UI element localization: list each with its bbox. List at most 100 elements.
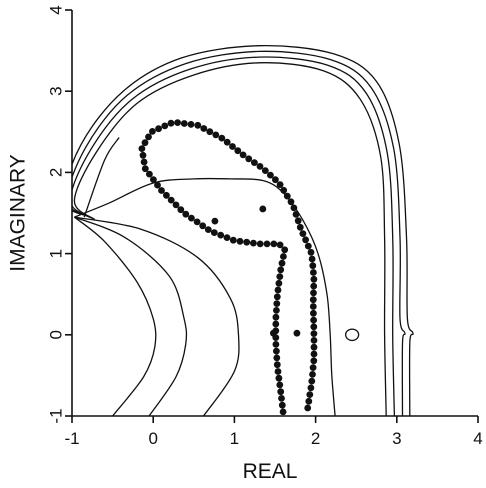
locus-point	[150, 176, 157, 184]
locus-point	[256, 163, 264, 170]
locus-point	[174, 119, 182, 126]
locus-point	[273, 293, 281, 301]
locus-point	[279, 408, 287, 416]
locus-point	[245, 155, 253, 163]
isolated-point	[211, 217, 219, 225]
locus-point	[167, 196, 175, 204]
isolated-point	[293, 329, 301, 337]
locus-point	[304, 404, 312, 412]
locus-point	[310, 330, 318, 337]
locus-point	[310, 350, 318, 358]
locus-point	[310, 282, 318, 290]
locus-point	[310, 289, 317, 297]
locus-point	[276, 241, 284, 249]
locus-point	[283, 192, 291, 200]
locus-point	[273, 347, 280, 355]
locus-point	[234, 147, 242, 155]
x-tick-label: 3	[392, 429, 401, 448]
locus-point	[239, 151, 247, 159]
locus-point	[138, 145, 146, 153]
locus-point	[155, 125, 163, 133]
locus-point	[309, 303, 317, 310]
locus-point	[177, 206, 185, 214]
locus-point	[280, 186, 288, 194]
locus-point	[292, 211, 300, 218]
locus-point	[154, 181, 161, 189]
locus-point	[274, 286, 282, 294]
locus-point	[149, 127, 156, 135]
locus-point	[310, 269, 317, 276]
locus-point	[304, 242, 312, 250]
locus-point	[187, 121, 195, 128]
locus-point	[146, 170, 153, 178]
locus-point	[310, 275, 318, 283]
locus-point	[217, 231, 225, 239]
locus-point	[308, 255, 316, 263]
locus-point	[200, 125, 208, 132]
locus-point	[212, 131, 220, 139]
locus-point	[140, 158, 148, 166]
contour-line-7	[74, 216, 188, 416]
locus-point	[251, 159, 258, 167]
locus-point	[163, 191, 170, 199]
y-tick-label: 2	[47, 168, 66, 177]
locus-point	[229, 143, 236, 150]
locus-point	[223, 234, 231, 242]
y-tick-label: 0	[47, 330, 66, 339]
locus-point	[310, 343, 318, 351]
locus-point	[188, 214, 195, 222]
locus-point	[275, 279, 283, 287]
locus-point	[310, 316, 317, 324]
locus-point	[272, 313, 280, 321]
axes: -1 0 1 2 3 4 -1 0 1 2 3 4 REAL IMAGINARY	[7, 5, 483, 483]
y-tick-label: 1	[47, 249, 66, 258]
locus-point	[307, 248, 315, 256]
locus-point	[309, 364, 317, 371]
locus-point	[145, 133, 152, 141]
locus-point	[276, 273, 284, 280]
locus-point	[172, 201, 180, 209]
locus-point	[273, 300, 281, 307]
locus-point	[210, 229, 218, 237]
locus-point	[250, 239, 257, 247]
contour-line-2	[72, 56, 396, 416]
locus-point	[272, 320, 280, 328]
locus-point	[281, 246, 289, 254]
locus-point	[256, 240, 264, 248]
locus-point	[278, 259, 286, 267]
locus-point	[193, 218, 201, 226]
locus-point	[158, 187, 165, 194]
locus-point	[296, 223, 304, 231]
y-tick-label: 4	[47, 5, 66, 14]
locus-point	[236, 237, 244, 245]
locus-point	[278, 401, 286, 409]
locus-point	[287, 198, 295, 206]
locus-point	[270, 240, 278, 248]
locus-point	[204, 226, 212, 234]
locus-point	[273, 361, 281, 369]
locus-point	[161, 122, 169, 130]
locus-point	[302, 236, 309, 244]
locus-point	[272, 341, 280, 348]
contour-line-3	[72, 50, 406, 416]
locus-point	[307, 384, 315, 392]
locus-point	[180, 120, 188, 127]
locus-point	[275, 374, 283, 382]
small-contour-loop	[344, 328, 360, 342]
locus-point	[310, 309, 317, 317]
isolated-point	[259, 205, 267, 213]
x-tick-label: -1	[64, 429, 79, 448]
locus-point	[199, 222, 207, 230]
locus-point	[309, 262, 317, 270]
isolated-point	[269, 329, 277, 337]
x-axis-title: REAL	[243, 460, 298, 483]
locus-point	[139, 151, 147, 159]
locus-point	[299, 230, 307, 238]
locus-point	[141, 165, 149, 173]
locus-point	[308, 377, 316, 385]
locus-point	[310, 357, 318, 365]
locus-point	[290, 204, 298, 212]
locus-point	[261, 167, 269, 175]
locus-point	[310, 337, 318, 344]
